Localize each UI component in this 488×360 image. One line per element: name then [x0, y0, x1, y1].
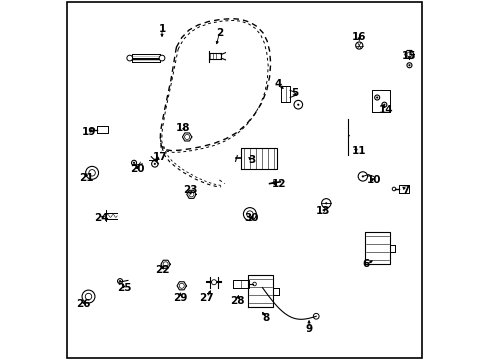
Text: 2: 2: [215, 28, 223, 38]
Circle shape: [375, 96, 378, 99]
Text: 15: 15: [402, 51, 416, 61]
Circle shape: [297, 104, 299, 106]
Text: 12: 12: [271, 179, 285, 189]
Text: 10: 10: [366, 175, 380, 185]
Text: 24: 24: [94, 213, 108, 222]
Circle shape: [383, 104, 385, 106]
Text: 13: 13: [316, 206, 330, 216]
Text: 3: 3: [247, 155, 255, 165]
Text: 5: 5: [290, 88, 298, 98]
Circle shape: [119, 280, 121, 282]
Text: 22: 22: [155, 265, 169, 275]
Circle shape: [361, 175, 363, 177]
Text: 4: 4: [274, 79, 282, 89]
Text: 23: 23: [183, 185, 198, 195]
Text: 14: 14: [378, 105, 393, 115]
Circle shape: [126, 55, 132, 61]
Text: 7: 7: [401, 185, 409, 195]
Text: 17: 17: [153, 152, 167, 162]
Text: 6: 6: [362, 259, 369, 269]
Circle shape: [407, 64, 410, 66]
Text: 21: 21: [79, 173, 94, 183]
Circle shape: [211, 280, 216, 285]
Text: 19: 19: [81, 127, 96, 136]
Text: 27: 27: [199, 293, 214, 303]
Circle shape: [153, 163, 156, 165]
Text: 30: 30: [244, 213, 258, 223]
Circle shape: [325, 202, 326, 204]
Text: 20: 20: [129, 164, 144, 174]
Text: 18: 18: [176, 123, 190, 133]
Circle shape: [133, 162, 135, 164]
Text: 9: 9: [305, 324, 312, 334]
Text: 25: 25: [117, 283, 131, 293]
Text: 16: 16: [351, 32, 366, 41]
Circle shape: [159, 55, 164, 61]
Text: 11: 11: [351, 146, 366, 156]
Text: 26: 26: [76, 299, 90, 309]
Text: 28: 28: [230, 296, 244, 306]
Text: 1: 1: [158, 24, 165, 35]
Text: 8: 8: [262, 313, 269, 323]
Text: 29: 29: [172, 293, 187, 303]
